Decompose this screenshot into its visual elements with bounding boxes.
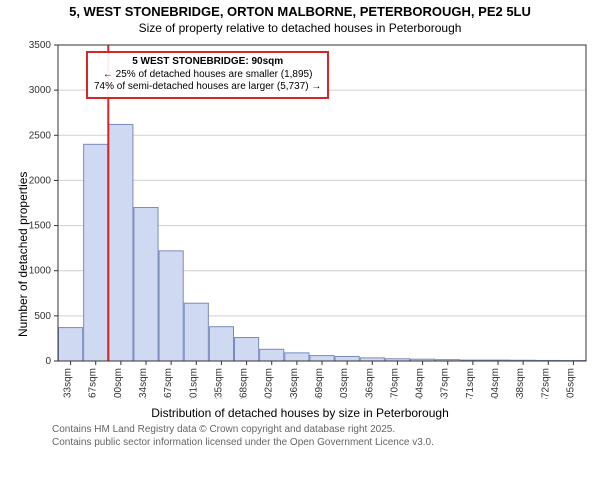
annotation-callout: 5 WEST STONEBRIDGE: 90sqm← 25% of detach…: [86, 51, 329, 99]
callout-line: ← 25% of detached houses are smaller (1,…: [94, 69, 321, 82]
histogram-bar: [134, 208, 158, 361]
x-tick-label: 470sqm: [389, 368, 400, 399]
histogram-bar: [335, 356, 359, 361]
histogram-bar: [59, 328, 83, 361]
x-tick-label: 235sqm: [213, 368, 224, 399]
footer-line2: Contains public sector information licen…: [52, 437, 592, 450]
x-tick-label: 268sqm: [239, 368, 250, 399]
y-tick-label: 3000: [29, 85, 52, 96]
histogram-bar: [285, 353, 309, 361]
y-tick-label: 0: [45, 356, 51, 367]
x-tick-label: 167sqm: [163, 368, 174, 399]
y-tick-label: 500: [34, 311, 51, 322]
chart-stage: Number of detached properties 0 500 1000 15…: [0, 37, 600, 404]
y-tick-label: 1000: [29, 266, 52, 277]
y-tick-label: 2500: [29, 130, 52, 141]
x-axis-label: Distribution of detached houses by size …: [0, 406, 600, 420]
x-tick-label: 369sqm: [314, 368, 325, 399]
histogram-bar: [310, 356, 334, 361]
x-tick-label: 672sqm: [540, 368, 551, 399]
histogram-bar: [109, 124, 133, 361]
callout-line: 5 WEST STONEBRIDGE: 90sqm: [94, 56, 321, 69]
x-tick-label: 604sqm: [490, 368, 501, 399]
x-tick-label: 504sqm: [415, 368, 426, 399]
callout-line: 74% of semi-detached houses are larger (…: [94, 81, 321, 94]
histogram-bar: [84, 144, 108, 361]
histogram-bar: [235, 338, 259, 361]
histogram-bar: [159, 251, 183, 361]
x-tick-label: 33sqm: [63, 368, 74, 398]
x-tick-label: 134sqm: [138, 368, 149, 399]
attribution-footer: Contains HM Land Registry data © Crown c…: [0, 420, 600, 449]
x-tick-label: 201sqm: [188, 368, 199, 399]
x-tick-label: 336sqm: [289, 368, 300, 399]
histogram-bar: [184, 303, 208, 361]
x-tick-label: 537sqm: [440, 368, 451, 399]
x-tick-label: 638sqm: [515, 368, 526, 399]
x-tick-label: 100sqm: [113, 368, 124, 399]
x-tick-label: 403sqm: [339, 368, 350, 399]
chart-title-block: 5, WEST STONEBRIDGE, ORTON MALBORNE, PET…: [0, 4, 600, 35]
x-tick-label: 705sqm: [565, 368, 576, 399]
footer-line1: Contains HM Land Registry data © Crown c…: [52, 424, 592, 437]
histogram-bar: [260, 349, 284, 361]
y-tick-label: 2000: [29, 175, 52, 186]
x-tick-label: 302sqm: [264, 368, 275, 399]
x-tick-label: 67sqm: [88, 368, 99, 398]
x-tick-label: 571sqm: [465, 368, 476, 399]
histogram-bar: [209, 327, 233, 361]
y-axis-label: Number of detached properties: [16, 172, 30, 337]
chart-title-line2: Size of property relative to detached ho…: [0, 21, 600, 35]
chart-title-line1: 5, WEST STONEBRIDGE, ORTON MALBORNE, PET…: [0, 4, 600, 19]
x-tick-label: 436sqm: [364, 368, 375, 399]
y-tick-label: 1500: [29, 221, 52, 232]
y-tick-label: 3500: [29, 40, 52, 51]
